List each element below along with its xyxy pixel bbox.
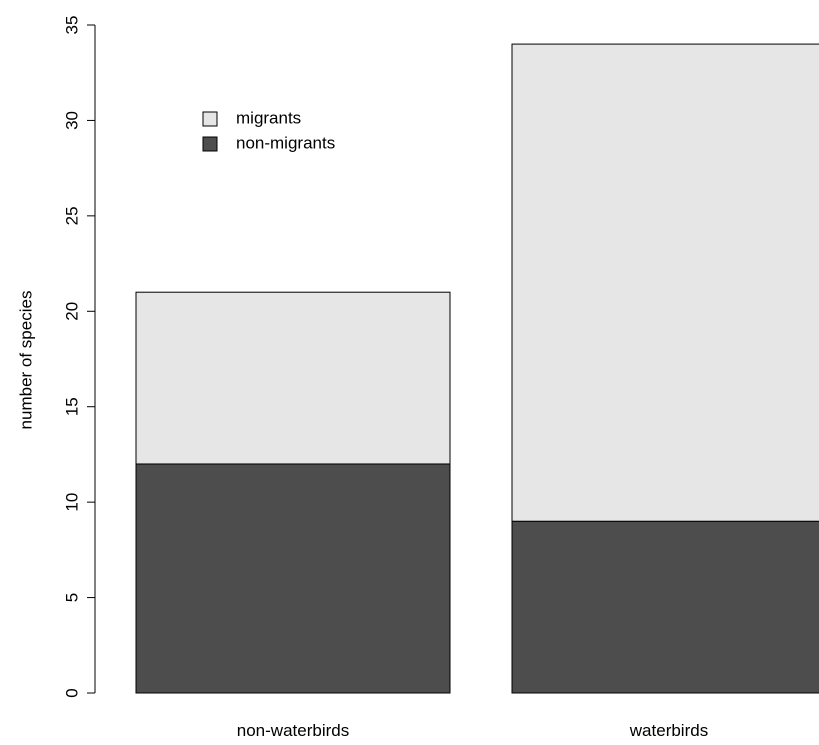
y-tick-label: 15 — [62, 397, 81, 416]
bar-segment-non-migrants-waterbirds — [511, 520, 819, 694]
y-tick-label: 5 — [62, 593, 81, 602]
y-tick-label: 0 — [62, 688, 81, 697]
y-tick-label: 35 — [62, 16, 81, 35]
legend-swatch-non-migrants — [202, 136, 218, 152]
y-axis-title: number of species — [16, 291, 35, 430]
bar-segment-migrants-non-waterbirds — [135, 291, 451, 465]
y-axis: 0 5 10 15 20 25 30 35 — [62, 16, 96, 698]
legend: migrants non-migrants — [202, 108, 335, 152]
y-tick-label: 25 — [62, 206, 81, 225]
legend-swatch-migrants — [202, 111, 218, 127]
bar-segment-migrants-waterbirds — [511, 43, 819, 522]
x-tick-label: waterbirds — [629, 721, 708, 740]
bar-segment-non-migrants-non-waterbirds — [135, 463, 451, 694]
legend-label: non-migrants — [236, 133, 335, 152]
bars — [135, 43, 819, 694]
y-tick-label: 20 — [62, 302, 81, 321]
x-axis-labels: non-waterbirds waterbirds — [237, 721, 708, 740]
y-tick-label: 30 — [62, 111, 81, 130]
y-tick-label: 10 — [62, 493, 81, 512]
x-tick-label: non-waterbirds — [237, 721, 349, 740]
legend-label: migrants — [236, 108, 301, 127]
